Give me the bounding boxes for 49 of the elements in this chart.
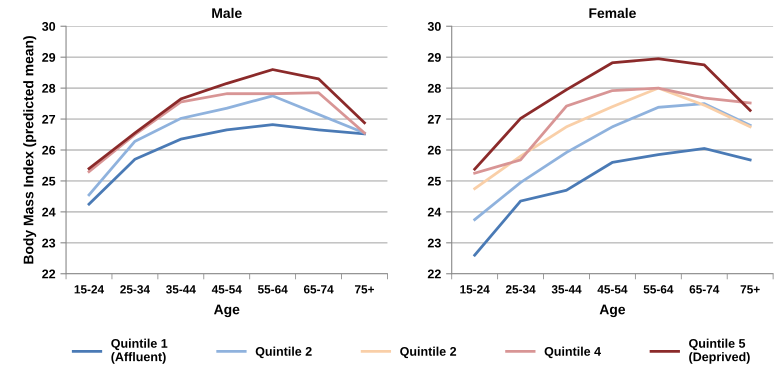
legend-label: Quintile 4 (544, 346, 601, 358)
x-tick-label: 15-24 (460, 285, 490, 294)
y-tick-label: 25 (428, 176, 441, 186)
line-series (473, 147, 752, 257)
line-series (88, 68, 366, 170)
y-tick-label: 24 (42, 208, 56, 216)
x-tick-label: 75+ (354, 285, 374, 294)
y-tick-label: 22 (428, 270, 441, 278)
x-tick-label: 65-74 (304, 285, 334, 294)
y-tick-label: 23 (42, 238, 56, 248)
y-tick-label: 26 (428, 146, 441, 155)
x-tick-label: 35-44 (166, 285, 196, 294)
legend-label: Quintile 2 (256, 346, 312, 358)
x-tick-label: 45-54 (212, 285, 242, 294)
y-tick-label: 30 (42, 22, 56, 31)
y-tick-label: 27 (42, 114, 56, 124)
legend-label: Quintile 5 (Deprived) (689, 338, 750, 364)
y-tick-label: 25 (42, 176, 56, 186)
x-tick-label: 55-64 (258, 285, 288, 294)
y-tick-label: 29 (42, 52, 56, 62)
x-tick-label: 65-74 (690, 285, 720, 294)
y-tick-label: 24 (428, 208, 442, 216)
x-axis-title: Age (214, 304, 240, 318)
chart-title: Female (589, 8, 636, 18)
chart-title: Male (212, 8, 242, 18)
y-tick-label: 26 (42, 146, 56, 155)
y-tick-label: 23 (428, 238, 441, 248)
y-tick-label: 27 (428, 114, 441, 124)
y-tick-label: 29 (428, 52, 441, 62)
x-axis-title: Age (600, 304, 626, 318)
line-series (88, 123, 366, 206)
y-tick-label: 28 (42, 84, 56, 93)
x-tick-label: 35-44 (552, 285, 582, 294)
y-tick-label: 28 (428, 84, 441, 93)
y-axis-title: Body Mass Index (predicted mean) (23, 36, 36, 264)
x-tick-label: 55-64 (644, 285, 674, 294)
line-series (473, 57, 752, 171)
y-tick-label: 22 (42, 270, 56, 278)
line-series (473, 102, 752, 221)
x-tick-label: 15-24 (74, 285, 104, 294)
line-series (88, 94, 366, 196)
x-tick-label: 25-34 (506, 285, 536, 294)
x-tick-label: 25-34 (120, 285, 150, 294)
x-tick-label: 45-54 (598, 285, 628, 294)
legend-label: Quintile 2 (400, 346, 456, 358)
y-tick-label: 30 (428, 22, 441, 31)
line-series (88, 91, 366, 174)
x-tick-label: 75+ (740, 285, 760, 294)
legend-label: Quintile 1 (Affluent) (111, 338, 168, 364)
